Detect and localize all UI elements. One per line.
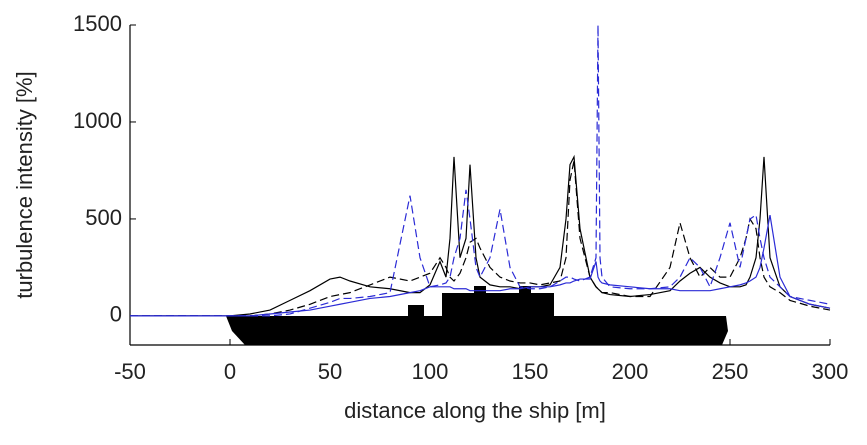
x-tick-label: 100: [412, 359, 449, 384]
data-line: [130, 160, 831, 317]
ship-silhouette: [226, 286, 728, 345]
ship-deckhouse: [519, 286, 531, 294]
y-tick-label: 1000: [73, 108, 122, 133]
x-tick-label: 300: [812, 359, 849, 384]
x-tick-label: 50: [318, 359, 342, 384]
y-tick-label: 500: [85, 205, 122, 230]
y-tick-label: 0: [110, 302, 122, 327]
x-tick-label: 150: [512, 359, 549, 384]
ship-mast: [408, 305, 424, 317]
x-axis-label: distance along the ship [m]: [344, 398, 606, 423]
y-axis-label: turbulence intensity [%]: [12, 71, 37, 298]
x-tick-label: -50: [114, 359, 146, 384]
y-tick-label: 1500: [73, 11, 122, 36]
data-line: [130, 154, 831, 317]
x-tick-label: 200: [612, 359, 649, 384]
data-line: [130, 24, 831, 317]
ship-superstructure: [442, 293, 554, 317]
x-tick-label: 0: [224, 359, 236, 384]
x-tick-label: 250: [712, 359, 749, 384]
ship-deckhouse: [474, 286, 486, 294]
ship-hull: [226, 316, 728, 345]
data-line: [130, 214, 831, 317]
